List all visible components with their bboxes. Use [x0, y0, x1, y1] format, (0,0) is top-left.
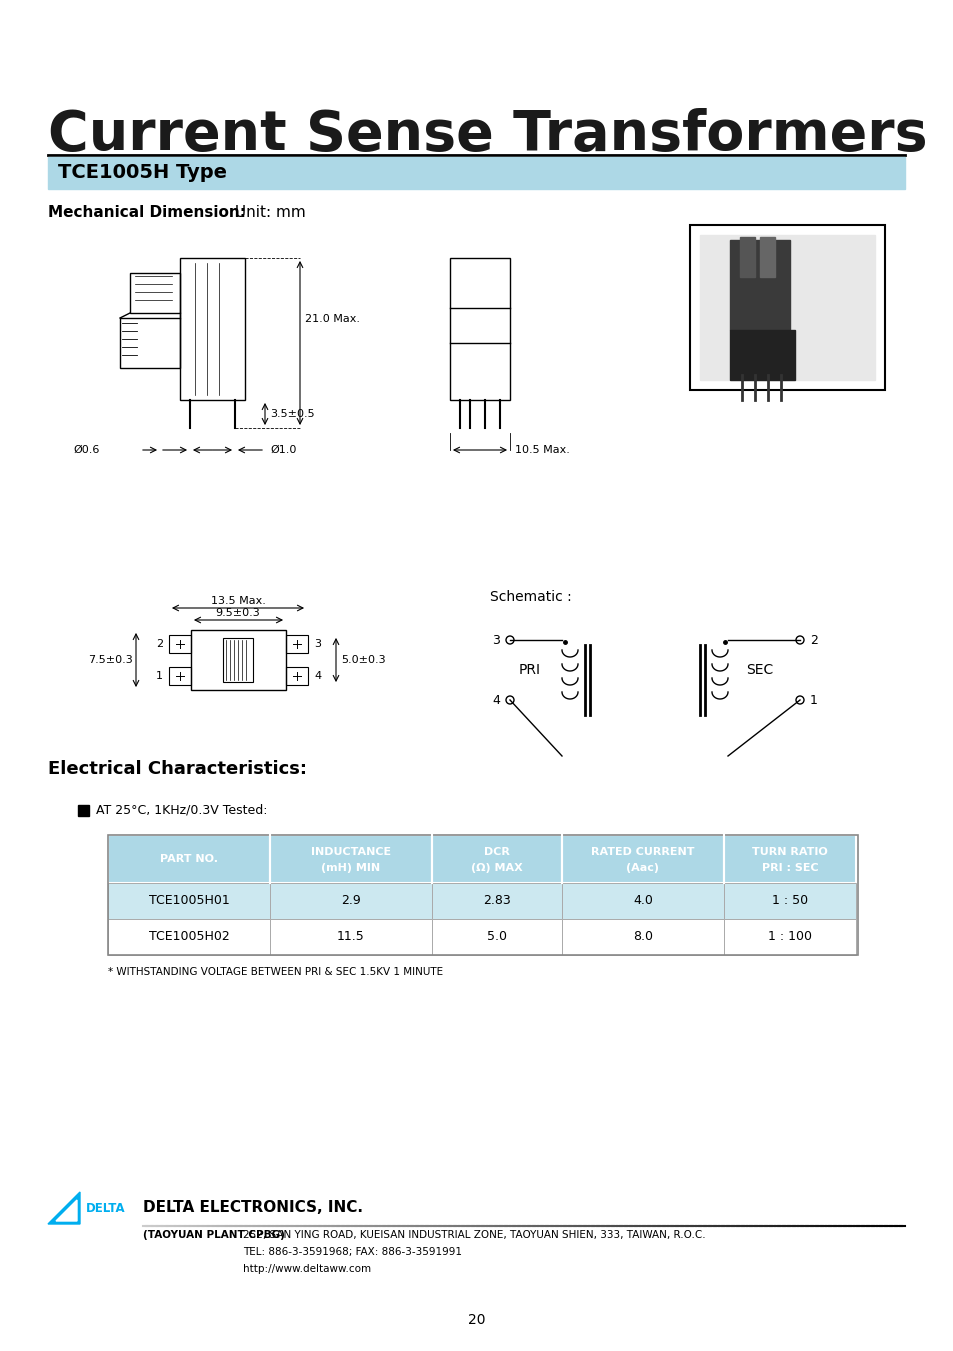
- Text: http://www.deltaww.com: http://www.deltaww.com: [243, 1265, 371, 1274]
- Text: 2.83: 2.83: [482, 894, 511, 908]
- Bar: [120, 317, 180, 367]
- Bar: [286, 635, 308, 653]
- Bar: [191, 630, 286, 690]
- Text: 8.0: 8.0: [633, 931, 652, 943]
- Text: PRI : SEC: PRI : SEC: [760, 863, 818, 873]
- Bar: [78, 805, 89, 816]
- Text: Ø0.6: Ø0.6: [73, 444, 100, 455]
- Text: 3: 3: [492, 634, 499, 647]
- Bar: [760, 236, 774, 277]
- Text: AT 25°C, 1KHz/0.3V Tested:: AT 25°C, 1KHz/0.3V Tested:: [96, 804, 267, 816]
- Bar: [223, 638, 253, 682]
- Text: 7.5±0.3: 7.5±0.3: [89, 655, 132, 665]
- Text: 5.0±0.3: 5.0±0.3: [340, 655, 385, 665]
- Bar: [286, 667, 308, 685]
- Bar: [108, 884, 270, 919]
- Text: 2.9: 2.9: [341, 894, 360, 908]
- Text: DCR: DCR: [483, 847, 510, 857]
- Text: TCE1005H01: TCE1005H01: [149, 894, 229, 908]
- Bar: [432, 884, 561, 919]
- Text: Schematic :: Schematic :: [490, 590, 571, 604]
- Bar: [108, 835, 857, 955]
- Text: 3.5±0.5: 3.5±0.5: [270, 409, 314, 419]
- Text: DELTA ELECTRONICS, INC.: DELTA ELECTRONICS, INC.: [143, 1201, 363, 1216]
- Text: TEL: 886-3-3591968; FAX: 886-3-3591991: TEL: 886-3-3591968; FAX: 886-3-3591991: [243, 1247, 461, 1256]
- Text: (mH) MIN: (mH) MIN: [321, 863, 380, 873]
- Text: (TAOYUAN PLANT CPBG): (TAOYUAN PLANT CPBG): [143, 1229, 285, 1240]
- Text: TURN RATIO: TURN RATIO: [751, 847, 827, 857]
- Text: RATED CURRENT: RATED CURRENT: [591, 847, 694, 857]
- Bar: [561, 835, 723, 884]
- Text: 1 : 50: 1 : 50: [771, 894, 807, 908]
- Text: 1: 1: [809, 693, 817, 707]
- Text: 20: 20: [468, 1313, 485, 1327]
- Bar: [130, 273, 180, 313]
- Bar: [432, 919, 561, 955]
- Text: 5.0: 5.0: [486, 931, 506, 943]
- Text: Electrical Characteristics:: Electrical Characteristics:: [48, 761, 307, 778]
- Text: SEC: SEC: [745, 663, 773, 677]
- Bar: [723, 919, 855, 955]
- Bar: [723, 835, 855, 884]
- Text: Current Sense Transformers: Current Sense Transformers: [48, 108, 926, 162]
- Text: 4: 4: [314, 671, 321, 681]
- Bar: [729, 330, 794, 380]
- Text: 21.0 Max.: 21.0 Max.: [305, 313, 359, 324]
- Bar: [432, 835, 561, 884]
- Text: (Aac): (Aac): [626, 863, 659, 873]
- Bar: [270, 919, 432, 955]
- Text: DELTA: DELTA: [86, 1201, 126, 1215]
- Text: TCE1005H Type: TCE1005H Type: [58, 163, 227, 182]
- Text: 11.5: 11.5: [336, 931, 364, 943]
- Bar: [180, 258, 245, 400]
- Bar: [700, 235, 874, 380]
- Bar: [561, 884, 723, 919]
- Bar: [169, 635, 191, 653]
- Text: 4.0: 4.0: [633, 894, 652, 908]
- Polygon shape: [56, 1200, 77, 1221]
- Text: 3: 3: [314, 639, 320, 648]
- Text: Unit: mm: Unit: mm: [230, 205, 305, 220]
- Bar: [48, 157, 904, 189]
- Bar: [450, 258, 510, 400]
- Bar: [561, 919, 723, 955]
- Text: 13.5 Max.: 13.5 Max.: [211, 596, 265, 607]
- Bar: [270, 884, 432, 919]
- Text: TCE1005H02: TCE1005H02: [149, 931, 229, 943]
- Bar: [169, 667, 191, 685]
- Bar: [108, 835, 270, 884]
- Text: PRI: PRI: [518, 663, 540, 677]
- Text: 252, SAN YING ROAD, KUEISAN INDUSTRIAL ZONE, TAOYUAN SHIEN, 333, TAIWAN, R.O.C.: 252, SAN YING ROAD, KUEISAN INDUSTRIAL Z…: [243, 1229, 705, 1240]
- Text: 1 : 100: 1 : 100: [767, 931, 811, 943]
- Text: (Ω) MAX: (Ω) MAX: [471, 863, 522, 873]
- Bar: [270, 835, 432, 884]
- Text: 9.5±0.3: 9.5±0.3: [215, 608, 260, 617]
- Text: 1: 1: [156, 671, 163, 681]
- Text: INDUCTANCE: INDUCTANCE: [311, 847, 391, 857]
- Bar: [740, 236, 754, 277]
- Bar: [723, 884, 855, 919]
- Text: 2: 2: [155, 639, 163, 648]
- Text: Mechanical Dimension:: Mechanical Dimension:: [48, 205, 246, 220]
- Text: * WITHSTANDING VOLTAGE BETWEEN PRI & SEC 1.5KV 1 MINUTE: * WITHSTANDING VOLTAGE BETWEEN PRI & SEC…: [108, 967, 442, 977]
- Polygon shape: [48, 1192, 80, 1224]
- Text: Ø1.0: Ø1.0: [270, 444, 296, 455]
- Text: 2: 2: [809, 634, 817, 647]
- Text: PART NO.: PART NO.: [160, 854, 218, 865]
- Text: 4: 4: [492, 693, 499, 707]
- Bar: [729, 240, 789, 330]
- Bar: [689, 226, 884, 390]
- Bar: [108, 919, 270, 955]
- Text: 10.5 Max.: 10.5 Max.: [515, 444, 569, 455]
